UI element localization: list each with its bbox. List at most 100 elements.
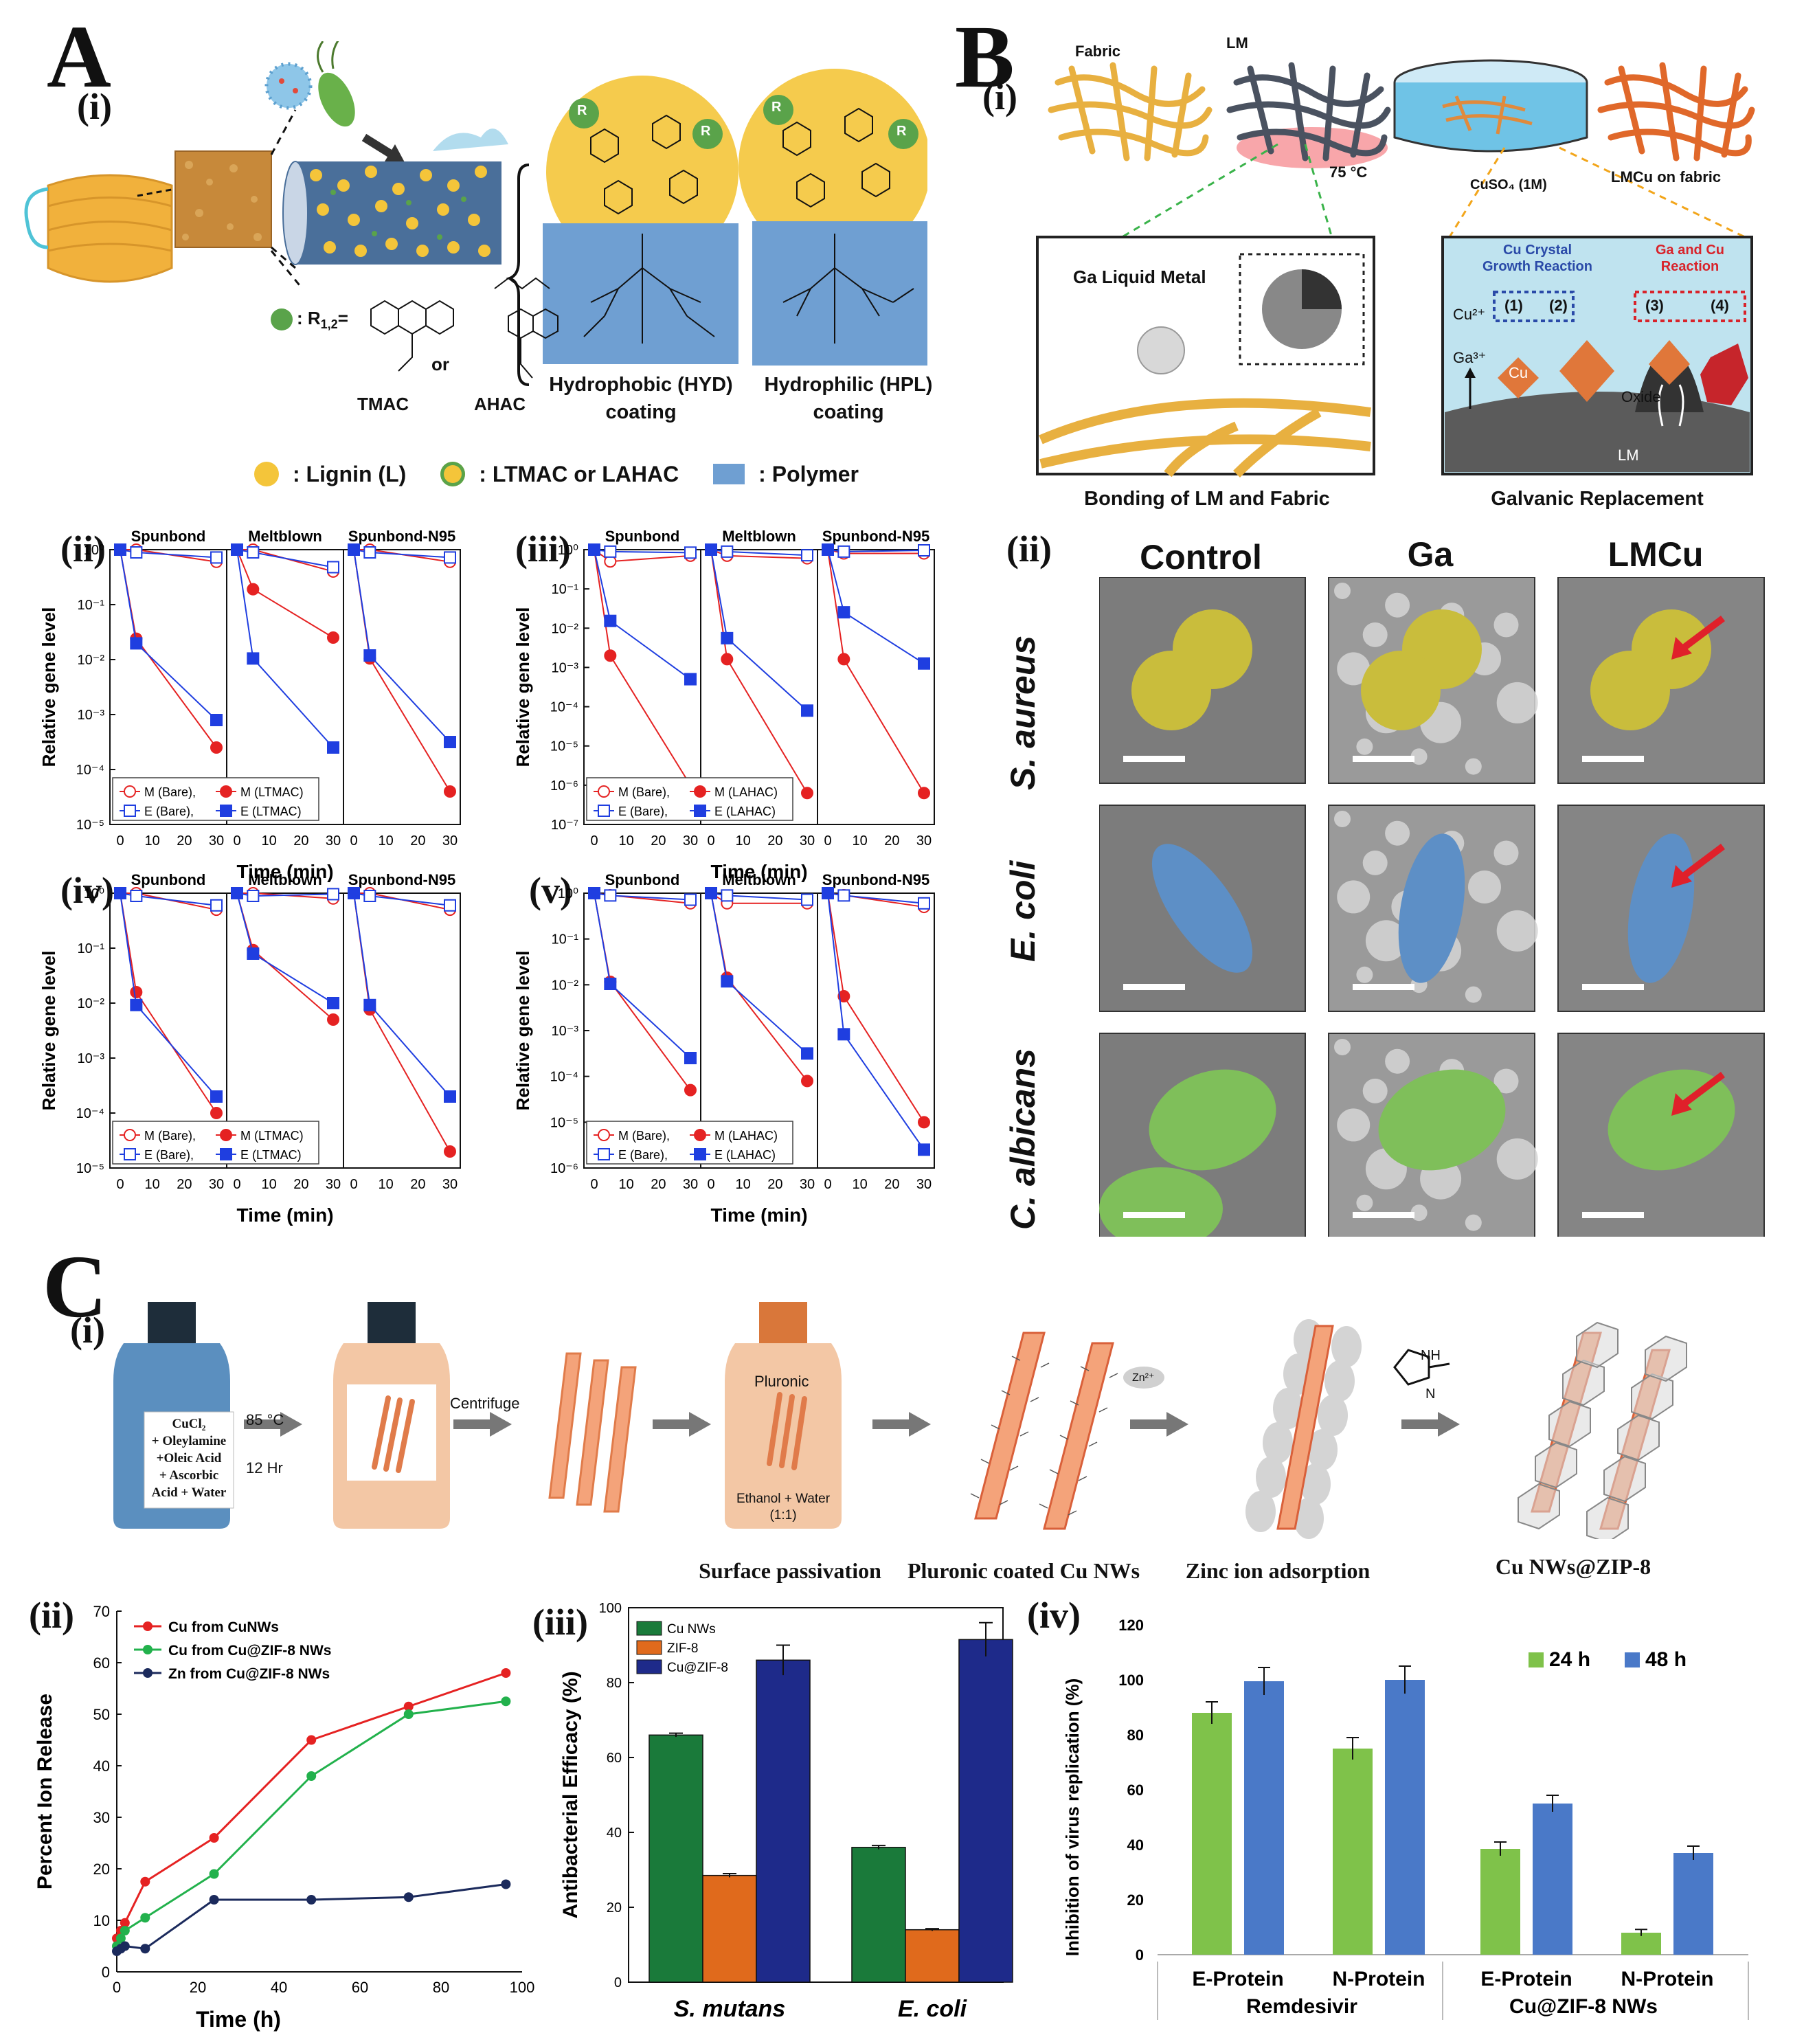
lignin-swatch-icon [254,462,279,486]
series-line [710,549,808,794]
series-line [827,892,925,1150]
gene-subplot-title: Meltblown [722,528,796,545]
row-s-aureus: S. aureus [1004,635,1042,790]
cu2-label: Cu²⁺ [1453,306,1486,323]
data-point [306,1771,317,1781]
cell-shape [1398,833,1465,983]
legend-entry: M (LAHAC) [714,1129,778,1143]
step-3: (3) [1645,297,1664,314]
gene-subplot-title: Spunbond-N95 [822,528,929,545]
lm-coated-fabric-illustration [1226,62,1391,161]
gene-plot-ytick: 10⁰ [84,886,104,901]
data-point [801,704,813,717]
sem-cell-r2-c1 [1328,1033,1538,1237]
gene-plot-ytick: 10⁻⁶ [550,778,578,794]
ahac-label: AHAC [474,394,526,414]
x-tick-label: 0 [113,1979,121,1996]
ahac-structure [494,277,559,379]
gene-plot-xtick: 10 [262,1177,277,1192]
data-point [721,889,734,902]
ga-particle [1362,850,1388,875]
category-label: S. mutans [674,1996,785,2022]
gene-plot-ytick: 10⁰ [84,543,104,558]
legend-entry: Zn from Cu@ZIF-8 NWs [168,1666,330,1682]
series-line [353,892,451,1152]
series-line [236,549,334,748]
gene-plot-xtick: 0 [233,1177,240,1192]
cell-shape [1590,651,1670,730]
data-point [114,887,126,899]
cu-crystal-line2: Growth Reaction [1482,259,1592,274]
yellow-fabric-illustration [1048,62,1213,161]
data-point [501,1879,511,1889]
gene-plot-xtick: 10 [145,833,160,849]
panel-a-v-label: (v) [529,870,572,911]
red-arrow-icon [1680,1072,1725,1108]
series-line [594,892,691,1059]
antibacterial-efficacy-chart: 0 20 40 60 80 100 Antibacterial Efficacy (%) S.… [559,1601,1013,2022]
y-tick-label: 30 [93,1809,110,1826]
gene-plot-legend [112,1121,319,1165]
gene-plot-xtick: 30 [800,833,815,849]
data-point [363,998,376,1011]
gene-plot-xtick: 10 [619,833,634,849]
legend-entry: Cu from CuNWs [168,1619,279,1635]
data-point [114,543,126,556]
data-point [306,1895,317,1905]
panel-c-ii-label: (ii) [29,1595,74,1636]
gene-plot-xtick: 0 [233,833,240,849]
data-point [837,606,850,619]
gene-plot-xtick: 0 [707,833,714,849]
panel-a-iii-label: (iii) [515,528,571,570]
data-point [684,673,697,686]
data-point [220,1148,232,1160]
y-tick-label: 60 [1127,1782,1144,1799]
lm-bottom-label: LM [1618,447,1639,464]
gene-plot-xlabel: Time (min) [236,861,333,882]
group-label: Cu@ZIF-8 NWs [1509,1995,1658,2018]
lm-label: LM [1226,34,1248,52]
data-point [822,887,834,899]
cu-label: Cu [1509,364,1529,381]
legend-entry: E (LAHAC) [714,1148,776,1162]
gene-plot-xtick: 30 [209,1177,224,1192]
legend-lignin: : Lignin (L) [293,461,407,486]
centrifuge-label: Centrifuge [450,1395,520,1412]
bar [1333,1749,1373,1955]
legend-entry: M (LAHAC) [714,785,778,799]
legend-swatch [636,1640,662,1655]
x-tick-label: 40 [271,1979,287,1996]
solvent-label: Ethanol + Water (1:1) [725,1491,842,1524]
gene-plot-xtick: 10 [619,1177,634,1192]
panel-c-iii-label: (iii) [532,1602,588,1643]
gene-plot-ytick: 10⁰ [558,543,578,558]
y-tick-label: 80 [607,1676,622,1691]
x-tick-label: 80 [433,1979,449,1996]
condition-label: 85 °C 12 Hr [246,1396,284,1492]
category-label: N-Protein [1333,1968,1425,1990]
data-point [210,1107,223,1119]
data-point [598,805,610,817]
y-tick-label: 20 [607,1900,622,1916]
gene-plot-xtick: 10 [853,833,868,849]
legend-marker [143,1645,153,1654]
legend-entry: E (Bare), [144,805,194,818]
legend-entry: E (Bare), [144,1148,194,1162]
legend-entry: Cu@ZIF-8 [667,1661,728,1675]
cell-shape [1608,1069,1735,1171]
step-2: (2) [1549,297,1568,314]
ltmac-swatch-icon [440,462,466,486]
bar [1673,1853,1713,1955]
r-label-sub: 1,2 [320,317,338,332]
ga-particle [1337,1108,1371,1142]
data-point [918,787,930,800]
col-lmcu: LMCu [1608,535,1704,574]
data-point [604,614,617,627]
hpl-caption-line2: coating [813,401,884,423]
series-line [827,549,925,794]
data-point [801,787,813,800]
r1-label-hpl: R [771,100,782,115]
gene-plot-xtick: 30 [326,833,341,849]
ga-particle [1385,1048,1410,1074]
gene-plot-xtick: 20 [767,1177,782,1192]
